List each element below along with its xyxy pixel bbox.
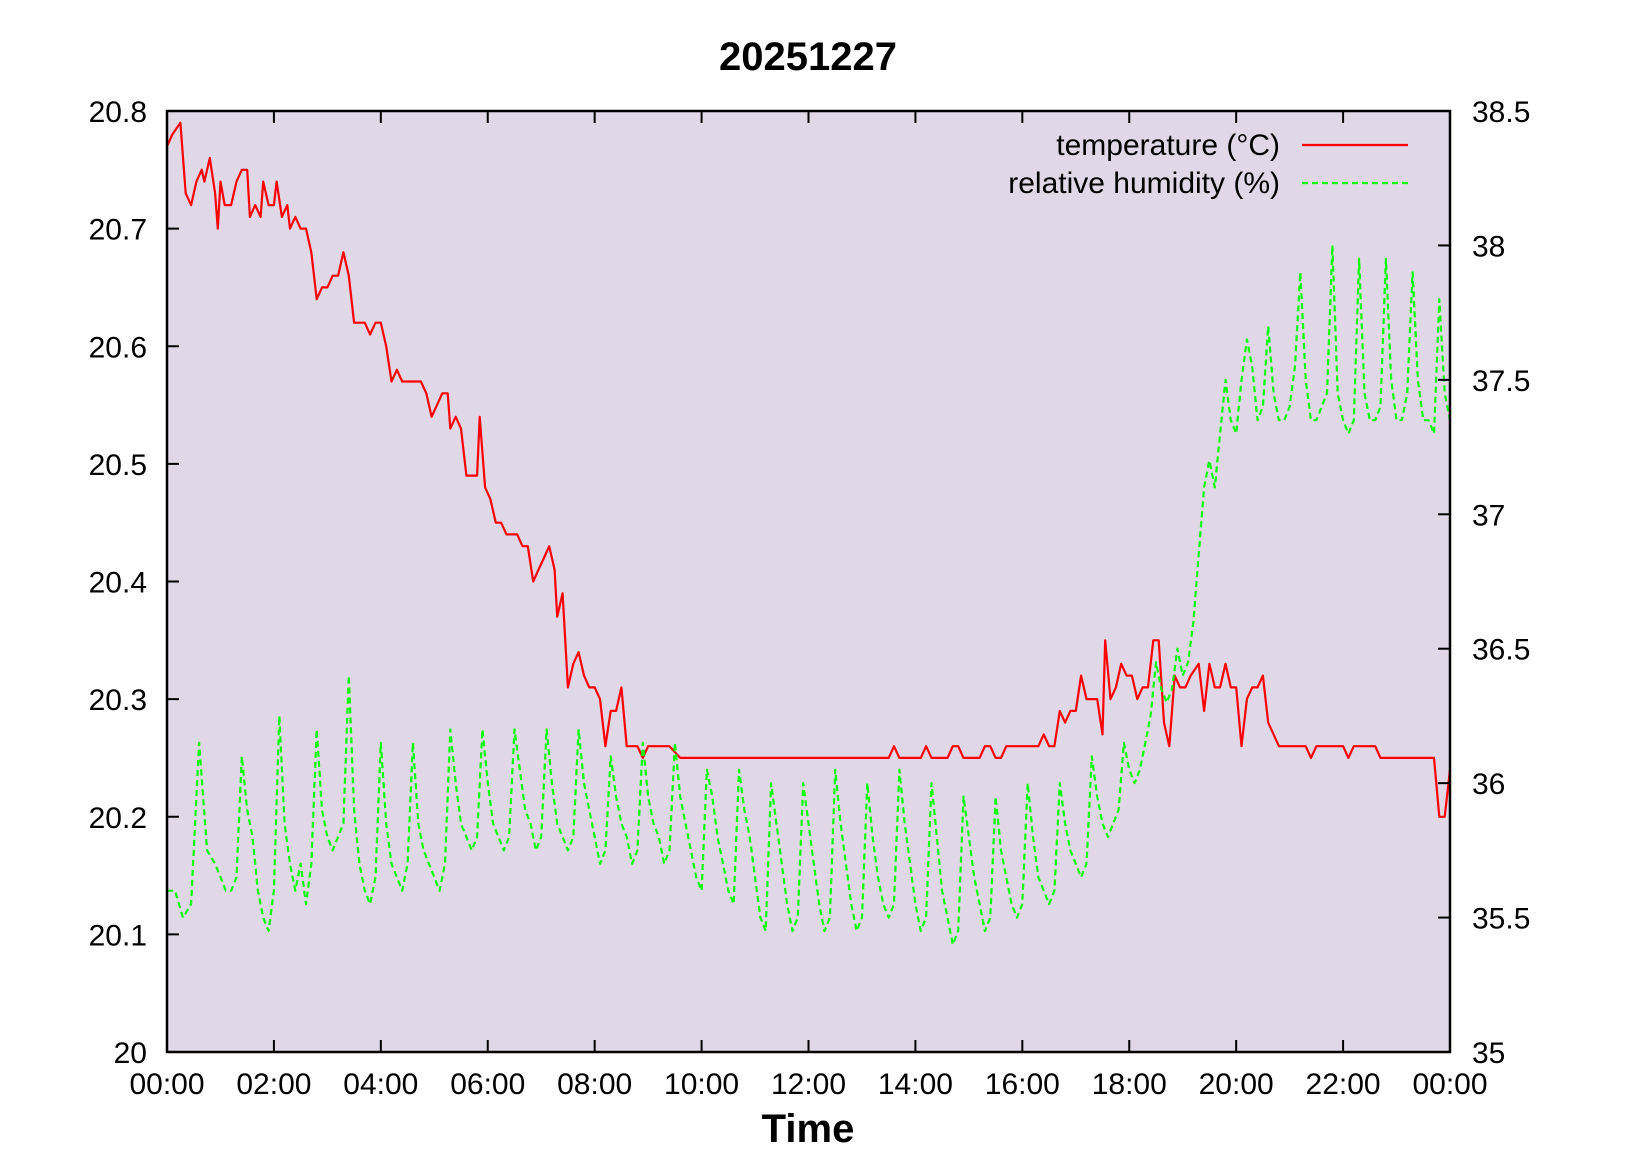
y2-tick-label: 37.5 <box>1472 365 1530 398</box>
y2-tick-label: 35 <box>1472 1037 1505 1070</box>
x-tick-label: 20:00 <box>1199 1068 1274 1101</box>
x-tick-label: 16:00 <box>985 1068 1060 1101</box>
y-tick-label: 20.7 <box>89 214 147 247</box>
y-tick-label: 20.3 <box>89 684 147 717</box>
x-tick-label: 22:00 <box>1306 1068 1381 1101</box>
x-tick-label: 08:00 <box>557 1068 632 1101</box>
legend-label: relative humidity (%) <box>1008 167 1280 200</box>
x-tick-label: 06:00 <box>450 1068 525 1101</box>
plot-area <box>167 111 1450 1052</box>
y-tick-label: 20.5 <box>89 449 147 482</box>
ticks-layer: 00:00 02:00 04:00 06:00 08:00 10:00 12:00 14:00… <box>89 96 1531 1101</box>
legend: temperature (°C) relative humidity (%) <box>1008 129 1408 200</box>
y2-tick-label: 36.5 <box>1472 634 1530 667</box>
y-tick-label: 20.2 <box>89 802 147 835</box>
x-tick-label: 02:00 <box>236 1068 311 1101</box>
y2-tick-label: 38 <box>1472 230 1505 263</box>
humidity-line <box>167 244 1450 946</box>
chart-title: 20251227 <box>719 35 897 79</box>
x-tick-label: 00:00 <box>129 1068 204 1101</box>
y2-tick-label: 37 <box>1472 499 1505 532</box>
y2-tick-label: 36 <box>1472 768 1505 801</box>
y-tick-label: 20.8 <box>89 96 147 129</box>
x-tick-label: 00:00 <box>1412 1068 1487 1101</box>
y-tick-label: 20 <box>114 1037 147 1070</box>
x-tick-label: 10:00 <box>664 1068 739 1101</box>
y-tick-label: 20.1 <box>89 919 147 952</box>
legend-label: temperature (°C) <box>1056 129 1280 162</box>
y2-tick-label: 35.5 <box>1472 903 1530 936</box>
x-tick-label: 18:00 <box>1092 1068 1167 1101</box>
temperature-line <box>167 121 1450 818</box>
x-axis-title: Time <box>762 1107 855 1151</box>
y-tick-label: 20.4 <box>89 567 147 600</box>
y-tick-label: 20.6 <box>89 331 147 364</box>
y2-tick-label: 38.5 <box>1472 96 1530 129</box>
x-tick-label: 14:00 <box>878 1068 953 1101</box>
x-tick-label: 12:00 <box>771 1068 846 1101</box>
x-tick-label: 04:00 <box>343 1068 418 1101</box>
series-layer <box>167 121 1450 946</box>
